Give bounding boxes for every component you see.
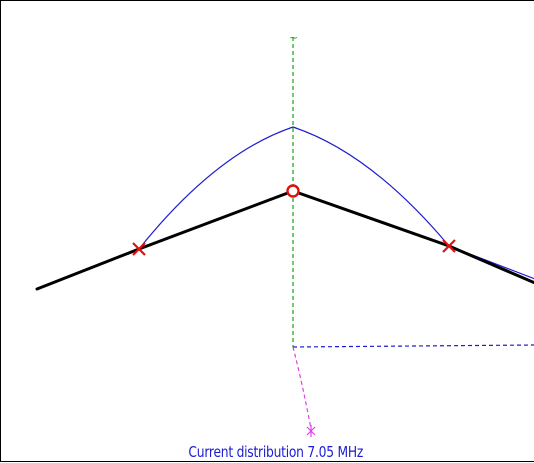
load-left-cross-icon [132,242,146,256]
caption: Current distribution 7.05 MHz [188,443,364,461]
ground-star-icon [306,425,316,437]
current-curve [36,126,534,290]
source-circle-icon [286,184,300,198]
ground-axis [292,346,312,430]
load-right-cross-icon [442,239,456,253]
antenna-wire-right [291,189,534,285]
antenna-wire-left [35,189,295,291]
horizontal-axis [292,344,534,348]
axis-marker: ~ [289,31,298,44]
